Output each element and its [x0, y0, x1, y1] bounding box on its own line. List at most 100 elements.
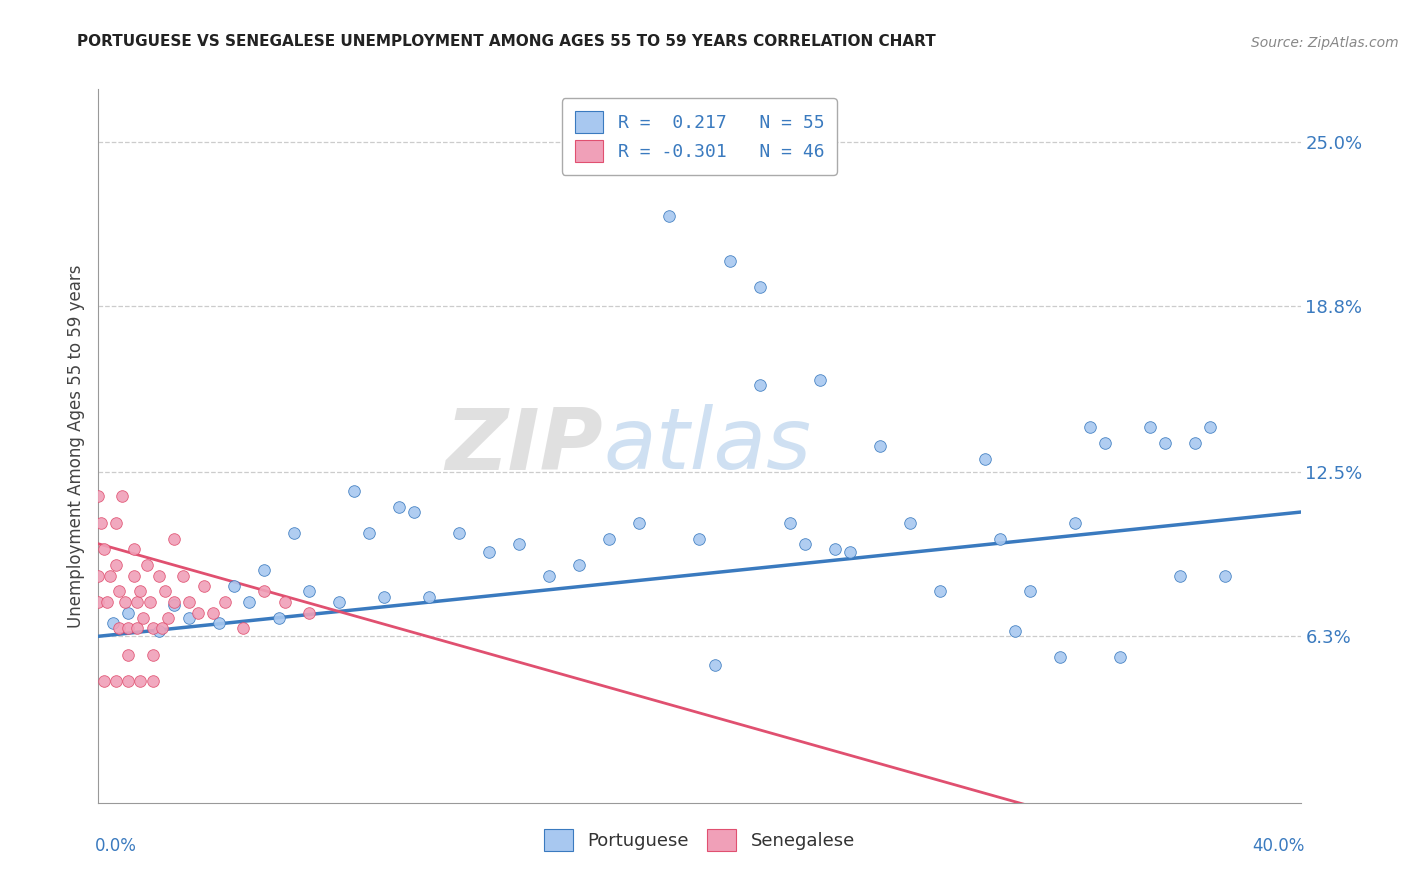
Point — [1199, 420, 1222, 434]
Point — [568, 558, 591, 572]
Text: 40.0%: 40.0% — [1251, 837, 1305, 855]
Point — [1184, 436, 1206, 450]
Point — [105, 558, 128, 572]
Point — [117, 621, 139, 635]
Point — [267, 611, 290, 625]
Point — [141, 674, 163, 689]
Point — [162, 532, 184, 546]
Point — [93, 674, 115, 689]
Point — [129, 584, 152, 599]
Point — [688, 532, 710, 546]
Point — [114, 595, 136, 609]
Point — [127, 595, 149, 609]
Point — [402, 505, 425, 519]
Point — [357, 526, 380, 541]
Text: 0.0%: 0.0% — [94, 837, 136, 855]
Point — [793, 537, 815, 551]
Point — [172, 568, 194, 582]
Point — [177, 611, 200, 625]
Point — [1064, 516, 1087, 530]
Point — [1154, 436, 1177, 450]
Point — [1094, 436, 1116, 450]
Point — [1139, 420, 1161, 434]
Point — [177, 595, 200, 609]
Point — [298, 584, 321, 599]
Point — [478, 545, 501, 559]
Point — [150, 621, 173, 635]
Point — [87, 489, 110, 503]
Point — [1215, 568, 1237, 582]
Point — [298, 606, 321, 620]
Point — [108, 584, 131, 599]
Point — [824, 542, 846, 557]
Point — [90, 516, 112, 530]
Point — [124, 542, 146, 557]
Point — [208, 616, 231, 631]
Point — [1004, 624, 1026, 638]
Point — [598, 532, 620, 546]
Point — [388, 500, 411, 514]
Point — [187, 606, 209, 620]
Text: Source: ZipAtlas.com: Source: ZipAtlas.com — [1251, 36, 1399, 50]
Point — [974, 452, 997, 467]
Y-axis label: Unemployment Among Ages 55 to 59 years: Unemployment Among Ages 55 to 59 years — [66, 264, 84, 628]
Point — [628, 516, 651, 530]
Point — [127, 621, 149, 635]
Point — [238, 595, 260, 609]
Point — [232, 621, 254, 635]
Point — [138, 595, 160, 609]
Point — [135, 558, 157, 572]
Point — [87, 595, 110, 609]
Point — [1078, 420, 1101, 434]
Point — [1049, 650, 1071, 665]
Point — [162, 595, 184, 609]
Point — [141, 621, 163, 635]
Point — [162, 598, 184, 612]
Point — [343, 483, 366, 498]
Point — [111, 489, 134, 503]
Point — [105, 674, 128, 689]
Point — [193, 579, 215, 593]
Point — [898, 516, 921, 530]
Point — [103, 616, 125, 631]
Text: ZIP: ZIP — [446, 404, 603, 488]
Point — [132, 611, 155, 625]
Point — [929, 584, 952, 599]
Point — [222, 579, 245, 593]
Point — [779, 516, 801, 530]
Legend: Portuguese, Senegalese: Portuguese, Senegalese — [537, 822, 862, 858]
Point — [388, 35, 411, 49]
Point — [153, 584, 176, 599]
Point — [87, 568, 110, 582]
Point — [117, 648, 139, 662]
Point — [148, 624, 170, 638]
Point — [658, 209, 681, 223]
Point — [508, 537, 530, 551]
Point — [718, 254, 741, 268]
Point — [538, 568, 561, 582]
Point — [447, 526, 470, 541]
Point — [274, 595, 297, 609]
Point — [129, 674, 152, 689]
Point — [253, 563, 276, 577]
Point — [1170, 568, 1192, 582]
Point — [96, 595, 118, 609]
Point — [214, 595, 236, 609]
Point — [703, 658, 725, 673]
Text: atlas: atlas — [603, 404, 811, 488]
Point — [1109, 650, 1132, 665]
Point — [328, 595, 350, 609]
Point — [93, 542, 115, 557]
Point — [148, 568, 170, 582]
Point — [108, 621, 131, 635]
Point — [988, 532, 1011, 546]
Point — [124, 568, 146, 582]
Point — [117, 674, 139, 689]
Point — [100, 568, 122, 582]
Point — [201, 606, 224, 620]
Point — [808, 373, 831, 387]
Text: PORTUGUESE VS SENEGALESE UNEMPLOYMENT AMONG AGES 55 TO 59 YEARS CORRELATION CHAR: PORTUGUESE VS SENEGALESE UNEMPLOYMENT AM… — [77, 34, 936, 49]
Point — [283, 526, 305, 541]
Point — [373, 590, 395, 604]
Point — [253, 584, 276, 599]
